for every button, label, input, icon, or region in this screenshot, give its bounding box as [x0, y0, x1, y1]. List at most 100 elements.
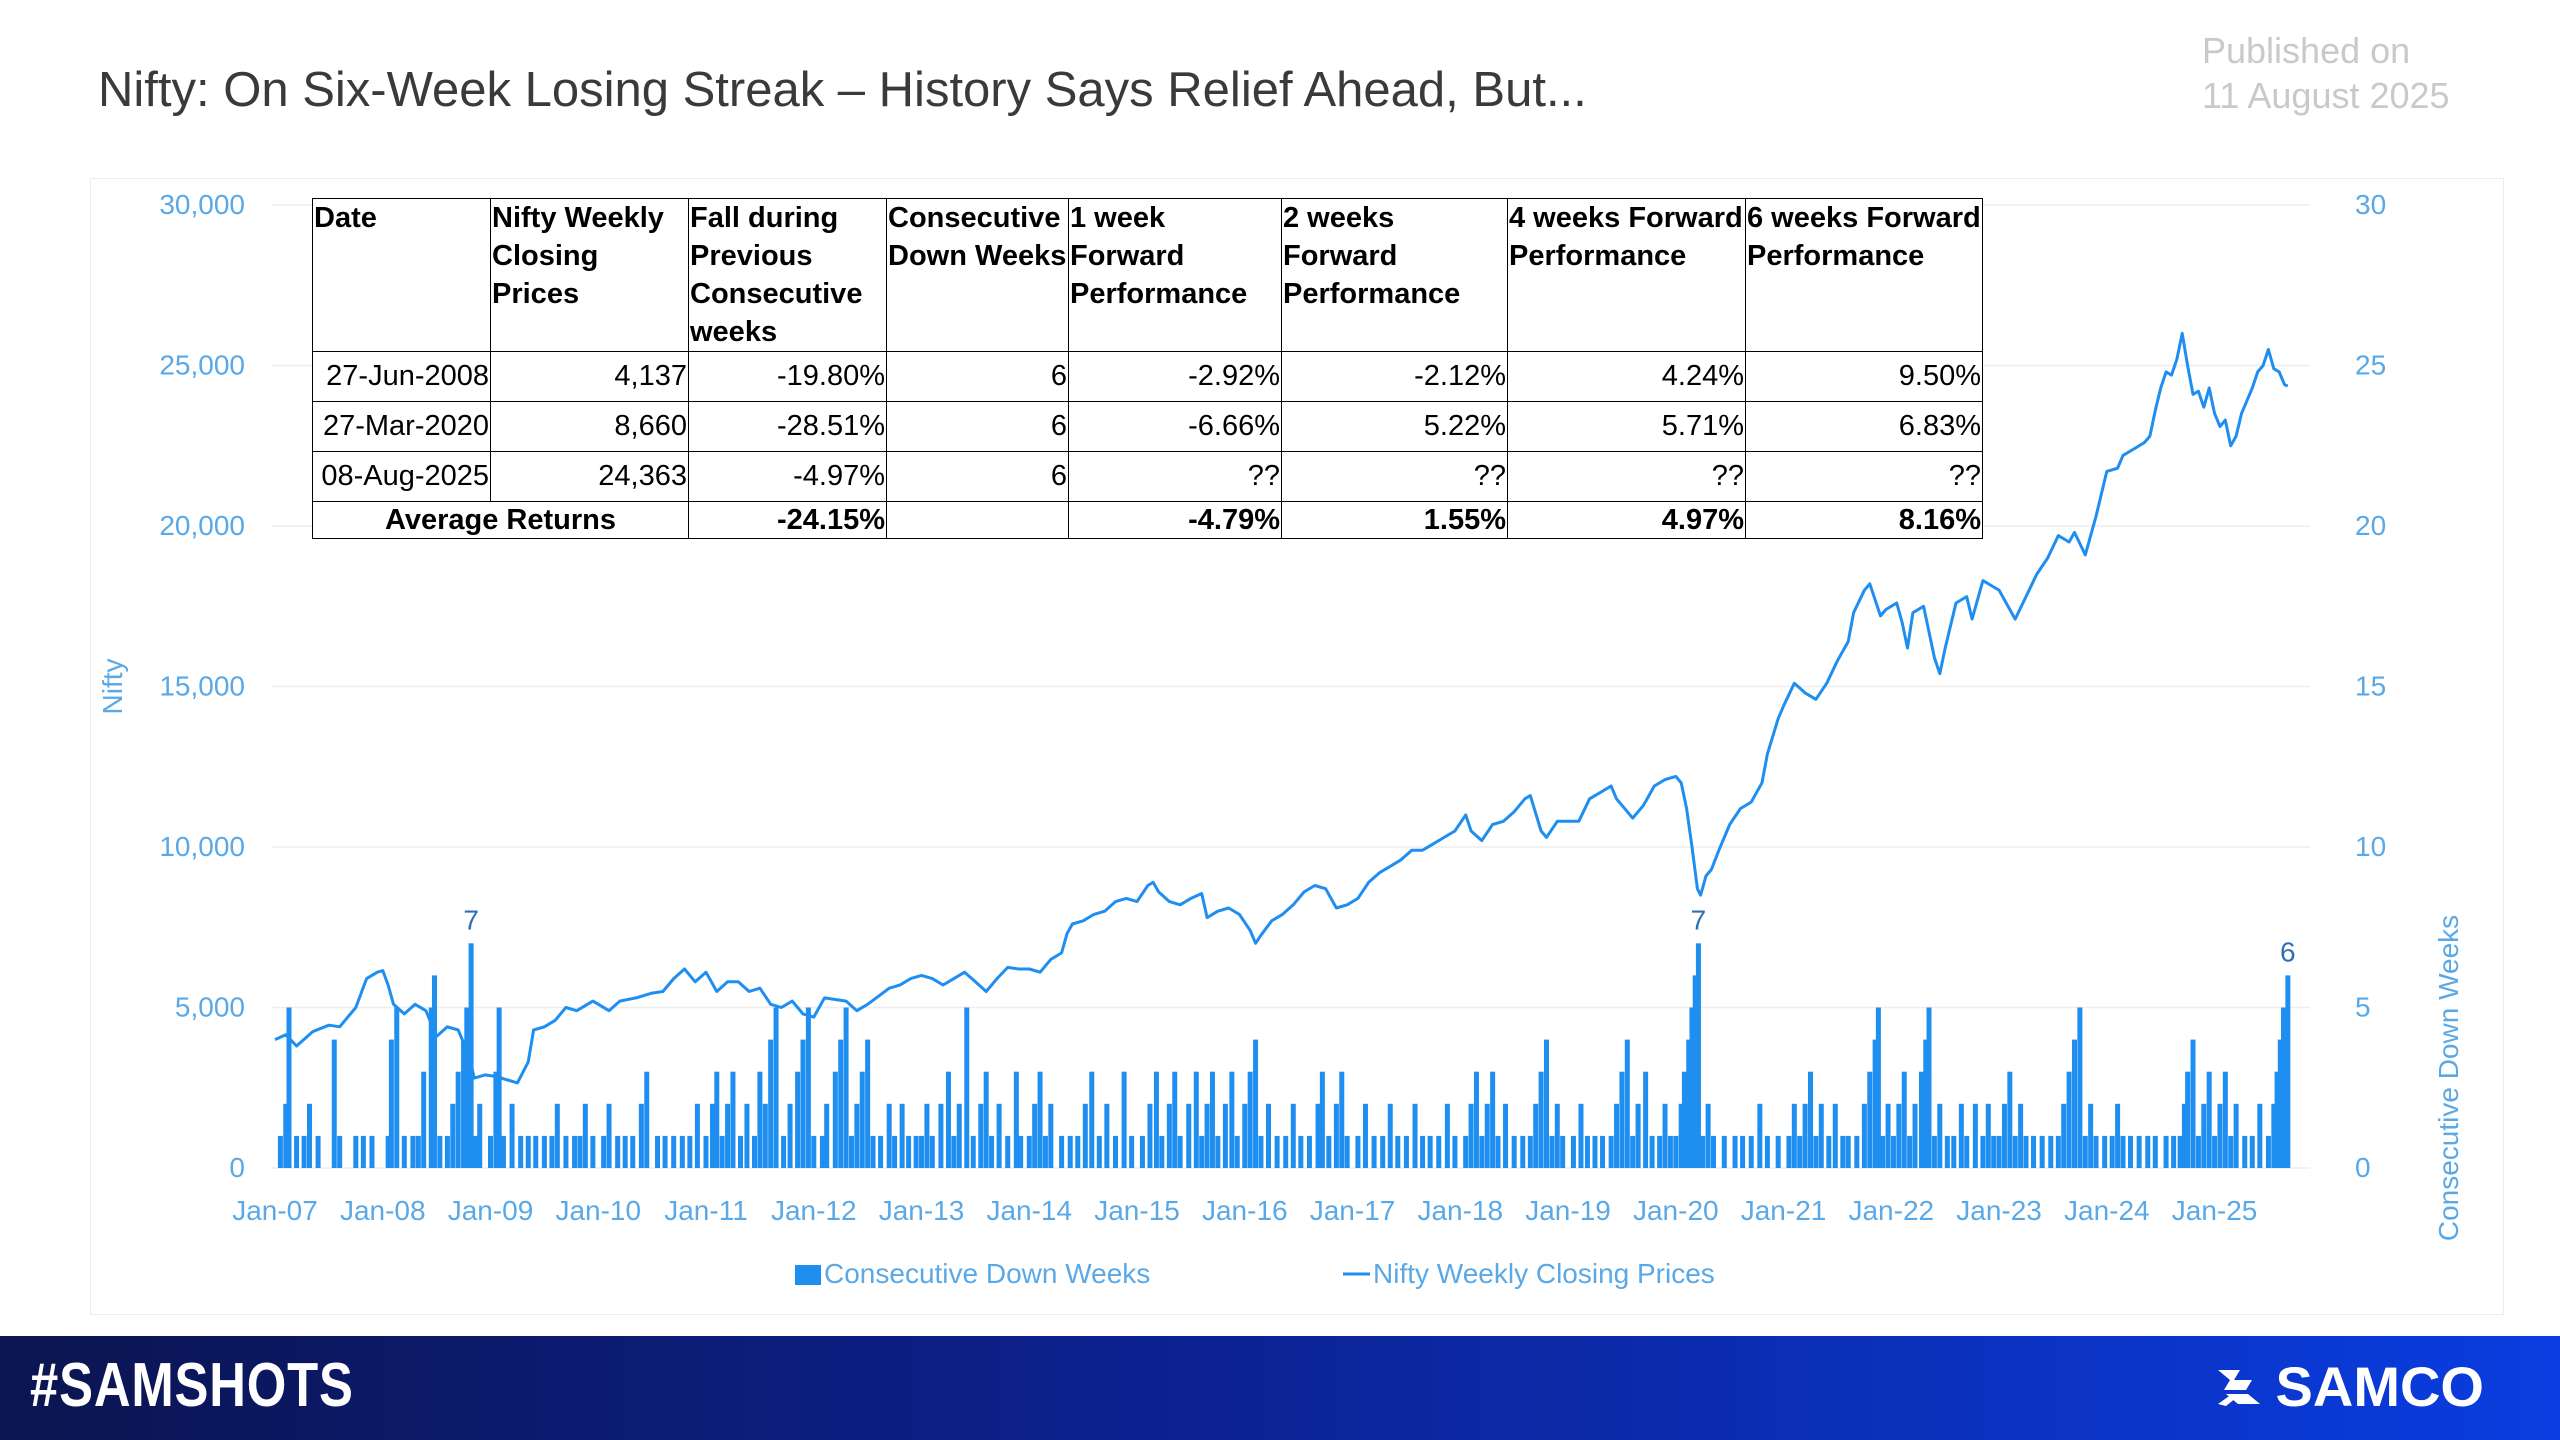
bar-down-weeks [1807, 1071, 1813, 1168]
bar-down-weeks [2023, 1135, 2029, 1168]
bar-down-weeks [870, 1135, 876, 1168]
bar-down-weeks [2088, 1103, 2094, 1168]
table-cell: 08-Aug-2025 [312, 451, 491, 502]
bar-down-weeks [662, 1135, 668, 1168]
table-cell: ?? [1507, 451, 1746, 502]
bar-down-weeks [1520, 1135, 1526, 1168]
bar-down-weeks [2181, 1103, 2187, 1168]
bar-down-weeks [509, 1103, 515, 1168]
bar-down-weeks [768, 1039, 774, 1168]
bar-down-weeks [1608, 1135, 1614, 1168]
bar-down-weeks [913, 1135, 919, 1168]
bar-down-weeks [2001, 1103, 2007, 1168]
bar-down-weeks [1867, 1071, 1873, 1168]
bar-down-weeks [1412, 1103, 1418, 1168]
bar-down-weeks [964, 1007, 970, 1168]
table-row: 27-Mar-2020 8,660 -28.51% 6 -6.66% 5.22%… [312, 401, 1983, 452]
bar-down-weeks [2233, 1103, 2239, 1168]
bar-down-weeks [1215, 1135, 1221, 1168]
bar-down-weeks [644, 1071, 650, 1168]
bar-down-weeks [773, 1007, 779, 1168]
bar-down-weeks [811, 1135, 817, 1168]
x-tick-label: Jan-10 [555, 1195, 641, 1226]
table-row: 08-Aug-2025 24,363 -4.97% 6 ?? ?? ?? ?? [312, 451, 1983, 502]
bar-down-weeks [1578, 1103, 1584, 1168]
bar-down-weeks [301, 1135, 307, 1168]
bar-down-weeks [477, 1103, 483, 1168]
bar-down-weeks [1619, 1071, 1625, 1168]
table-header: 1 week Forward Performance [1068, 198, 1282, 352]
bar-down-weeks [1253, 1039, 1259, 1168]
table-cell: 4.24% [1507, 351, 1746, 402]
bar-down-weeks [472, 1135, 478, 1168]
bar-down-weeks [1937, 1103, 1943, 1168]
y-right-tick-label: 15 [2355, 671, 2386, 702]
bar-down-weeks [2206, 1071, 2212, 1168]
bar-down-weeks [500, 1135, 506, 1168]
bar-down-weeks [385, 1135, 391, 1168]
bar-down-weeks [496, 1007, 502, 1168]
bar-down-weeks [1533, 1103, 1539, 1168]
bar-down-weeks [1832, 1103, 1838, 1168]
bar-down-weeks [2222, 1071, 2228, 1168]
x-tick-label: Jan-22 [1848, 1195, 1934, 1226]
bar-down-weeks [1222, 1103, 1228, 1168]
bar-down-weeks [1918, 1071, 1924, 1168]
bar-down-weeks [1112, 1135, 1118, 1168]
bar-down-weeks [709, 1103, 715, 1168]
bar-down-weeks [630, 1135, 636, 1168]
table-row: 27-Jun-2008 4,137 -19.80% 6 -2.92% -2.12… [312, 351, 1983, 402]
bar-down-weeks [2228, 1135, 2234, 1168]
bar-down-weeks [725, 1103, 731, 1168]
x-tick-label: Jan-23 [1956, 1195, 2042, 1226]
bar-down-weeks [892, 1135, 898, 1168]
bar-down-weeks [2136, 1135, 2142, 1168]
bar-down-weeks [1355, 1135, 1361, 1168]
bar-down-weeks [819, 1135, 825, 1168]
bar-down-weeks [1527, 1135, 1533, 1168]
bar-down-weeks [315, 1135, 321, 1168]
bar-down-weeks [2281, 1007, 2287, 1168]
table-cell: 9.50% [1745, 351, 1983, 402]
table-cell: ?? [1745, 451, 1983, 502]
bar-down-weeks [1667, 1135, 1673, 1168]
bar-down-weeks [337, 1135, 343, 1168]
bar-down-weeks [431, 975, 437, 1168]
bar-down-weeks [1452, 1135, 1458, 1168]
bar-down-weeks [2177, 1135, 2183, 1168]
y-left-axis-label: Nifty [97, 659, 128, 715]
bar-down-weeks [1420, 1135, 1426, 1168]
bar-down-weeks [1265, 1103, 1271, 1168]
bar-down-weeks [2265, 1135, 2271, 1168]
bar-down-weeks [1172, 1071, 1178, 1168]
bar-down-weeks [1791, 1103, 1797, 1168]
bar-down-weeks [331, 1039, 337, 1168]
bar-down-weeks [929, 1135, 935, 1168]
footer-bar: #SAMSHOTS SAMCO [0, 1336, 2560, 1440]
data-label: 7 [1691, 904, 1707, 935]
table-cell: 6 [886, 401, 1069, 452]
bar-down-weeks [283, 1103, 289, 1168]
table-header: 6 weeks Forward Performance [1745, 198, 1983, 352]
bar-down-weeks [1972, 1103, 1978, 1168]
bar-down-weeks [1199, 1135, 1205, 1168]
bar-down-weeks [1689, 1007, 1695, 1168]
bar-down-weeks [1560, 1135, 1566, 1168]
bar-down-weeks [1991, 1135, 1997, 1168]
bar-down-weeks [294, 1135, 300, 1168]
legend-label-bars: Consecutive Down Weeks [824, 1258, 1150, 1289]
bar-down-weeks [906, 1135, 912, 1168]
bar-down-weeks [1395, 1135, 1401, 1168]
bar-down-weeks [572, 1135, 578, 1168]
bar-down-weeks [1315, 1103, 1321, 1168]
bar-down-weeks [1159, 1135, 1165, 1168]
bar-down-weeks [1427, 1135, 1433, 1168]
bar-down-weeks [401, 1135, 407, 1168]
table-cell: 5.22% [1281, 401, 1508, 452]
table-cell: ?? [1281, 451, 1508, 502]
bar-down-weeks [1339, 1071, 1345, 1168]
table-header: Nifty Weekly Closing Prices [490, 198, 689, 352]
bar-down-weeks [848, 1135, 854, 1168]
bar-down-weeks [2012, 1135, 2018, 1168]
bar-down-weeks [437, 1135, 443, 1168]
